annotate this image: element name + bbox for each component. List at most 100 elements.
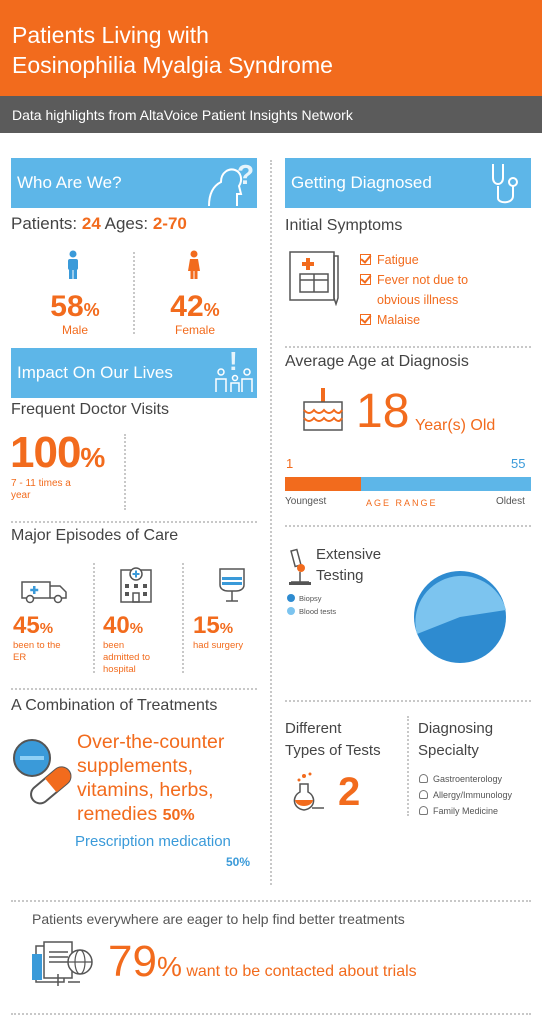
symptom-text: Malaise bbox=[377, 313, 421, 327]
testing-pie-chart bbox=[414, 571, 506, 663]
legend-item: Biopsy bbox=[287, 592, 336, 605]
hospital-desc-line-2: admitted to bbox=[103, 652, 150, 663]
ages-label: Ages: bbox=[104, 214, 149, 233]
rx-percent: 50% bbox=[226, 855, 251, 869]
hospital-desc-line-1: been bbox=[103, 640, 125, 651]
title-line-1: Patients Living with bbox=[12, 22, 209, 48]
specialty-label: Family Medicine bbox=[433, 806, 499, 816]
specialty-item: Allergy/Immunology bbox=[419, 790, 512, 800]
symptom-item: Malaise bbox=[360, 310, 468, 330]
symptom-item: Fatigue bbox=[360, 250, 468, 270]
male-person-icon bbox=[68, 250, 78, 279]
hospital-percent: 40 bbox=[103, 612, 130, 639]
specialty-item: Gastroenterology bbox=[419, 774, 512, 784]
types-value: 2 bbox=[338, 770, 361, 814]
symptom-item: Fever not due to bbox=[360, 270, 468, 290]
otc-line-4: remedies bbox=[77, 803, 158, 825]
getting-diagnosed-banner: Getting Diagnosed bbox=[285, 158, 531, 208]
episodes-title: Major Episodes of Care bbox=[11, 527, 179, 544]
legend-swatch bbox=[287, 607, 295, 615]
avg-age-title: Average Age at Diagnosis bbox=[285, 353, 469, 370]
symptom-text: obvious illness bbox=[377, 293, 459, 307]
svg-text:?: ? bbox=[237, 160, 254, 190]
specialty-item: Family Medicine bbox=[419, 806, 512, 816]
footer-stat: 79% want to be contacted about trials bbox=[108, 937, 417, 987]
subtitle-bar: Data highlights from AltaVoice Patient I… bbox=[0, 96, 542, 133]
surgery-percent-unit: % bbox=[219, 620, 234, 637]
male-percent: 58 bbox=[50, 290, 84, 323]
specialty-title: Diagnosing Specialty bbox=[418, 718, 493, 762]
pill-icon bbox=[13, 739, 72, 805]
patients-value: 24 bbox=[81, 214, 101, 233]
checkbox-icon bbox=[360, 274, 371, 285]
document-globe-icon bbox=[32, 941, 93, 986]
er-stat: 45% been to the ER bbox=[13, 612, 61, 664]
episodes-divider-2 bbox=[182, 563, 184, 673]
specialty-label: Allergy/Immunology bbox=[433, 790, 513, 800]
clipboard-icon bbox=[289, 251, 339, 306]
symptom-item: obvious illness bbox=[360, 290, 468, 310]
doctor-visits-title: Frequent Doctor Visits bbox=[11, 401, 169, 418]
column-divider bbox=[270, 160, 272, 885]
testing-title-line-2: Testing bbox=[316, 567, 364, 584]
title-line-2: Eosinophilia Myalgia Syndrome bbox=[12, 52, 333, 78]
doctor-icon bbox=[419, 790, 428, 799]
doctor-icon bbox=[419, 774, 428, 783]
pie-slice-blood-tests bbox=[415, 575, 506, 634]
female-person-icon bbox=[188, 250, 200, 279]
who-are-we-title: Who Are We? bbox=[17, 173, 122, 192]
range-left-label: Youngest bbox=[285, 496, 327, 507]
legend-label: Blood tests bbox=[299, 607, 337, 616]
types-title-line-1: Different bbox=[285, 720, 342, 737]
section-divider-r3 bbox=[285, 700, 531, 702]
male-stat: 58% Male bbox=[40, 290, 110, 336]
hospital-icon bbox=[120, 567, 152, 603]
section-divider bbox=[11, 521, 257, 523]
age-range-fill bbox=[285, 477, 362, 491]
female-percent: 42 bbox=[170, 290, 204, 323]
getting-diagnosed-title: Getting Diagnosed bbox=[291, 173, 432, 192]
checkbox-icon bbox=[360, 254, 371, 265]
ambulance-icon bbox=[21, 581, 67, 604]
visits-desc-line-2: year bbox=[11, 490, 31, 501]
impact-title: Impact On Our Lives bbox=[17, 363, 173, 382]
flask-icon bbox=[293, 772, 324, 811]
footer-intro: Patients everywhere are eager to help fi… bbox=[32, 911, 405, 927]
symptom-text: Fatigue bbox=[377, 253, 419, 267]
who-are-we-banner: Who Are We? ? bbox=[11, 158, 257, 208]
legend-label: Biopsy bbox=[299, 594, 322, 603]
range-right-label: Oldest bbox=[496, 496, 525, 507]
surgery-percent: 15 bbox=[193, 612, 220, 639]
family-icon: ! bbox=[215, 348, 253, 392]
legend-item: Blood tests bbox=[287, 605, 336, 618]
range-center-label: AGE RANGE bbox=[366, 498, 438, 508]
checkbox-icon bbox=[360, 314, 371, 325]
specialty-title-line-1: Diagnosing bbox=[418, 720, 494, 737]
hospital-percent-unit: % bbox=[129, 620, 144, 637]
footer-divider-top bbox=[11, 900, 531, 902]
hospital-desc-line-3: hospital bbox=[103, 664, 136, 675]
hospital-stat: 40% been admitted to hospital bbox=[103, 612, 150, 676]
page-title: Patients Living with Eosinophilia Myalgi… bbox=[12, 20, 333, 80]
visits-divider bbox=[124, 434, 126, 510]
stethoscope-icon bbox=[492, 164, 518, 204]
microscope-icon bbox=[289, 548, 311, 585]
otc-line-2: supplements, bbox=[77, 755, 193, 777]
cake-icon bbox=[303, 388, 343, 431]
treatments-title: A Combination of Treatments bbox=[11, 697, 218, 714]
doctor-icon bbox=[419, 806, 428, 815]
otc-percent: 50% bbox=[162, 807, 195, 824]
header-banner: Patients Living with Eosinophilia Myalgi… bbox=[0, 0, 542, 96]
symptoms-title: Initial Symptoms bbox=[285, 217, 403, 234]
legend-swatch bbox=[287, 594, 295, 602]
specialty-list: Gastroenterology Allergy/Immunology Fami… bbox=[419, 774, 512, 822]
specialty-title-line-2: Specialty bbox=[418, 742, 479, 759]
otc-line-3: vitamins, herbs, bbox=[77, 779, 214, 801]
types-divider bbox=[407, 716, 409, 816]
er-desc-line-1: been to the bbox=[13, 640, 61, 651]
patients-label: Patients: bbox=[11, 214, 78, 233]
range-min: 1 bbox=[286, 456, 294, 471]
types-title: Different Types of Tests bbox=[285, 718, 381, 762]
testing-legend: Biopsy Blood tests bbox=[287, 592, 336, 618]
visits-percent: 100 bbox=[10, 428, 81, 477]
